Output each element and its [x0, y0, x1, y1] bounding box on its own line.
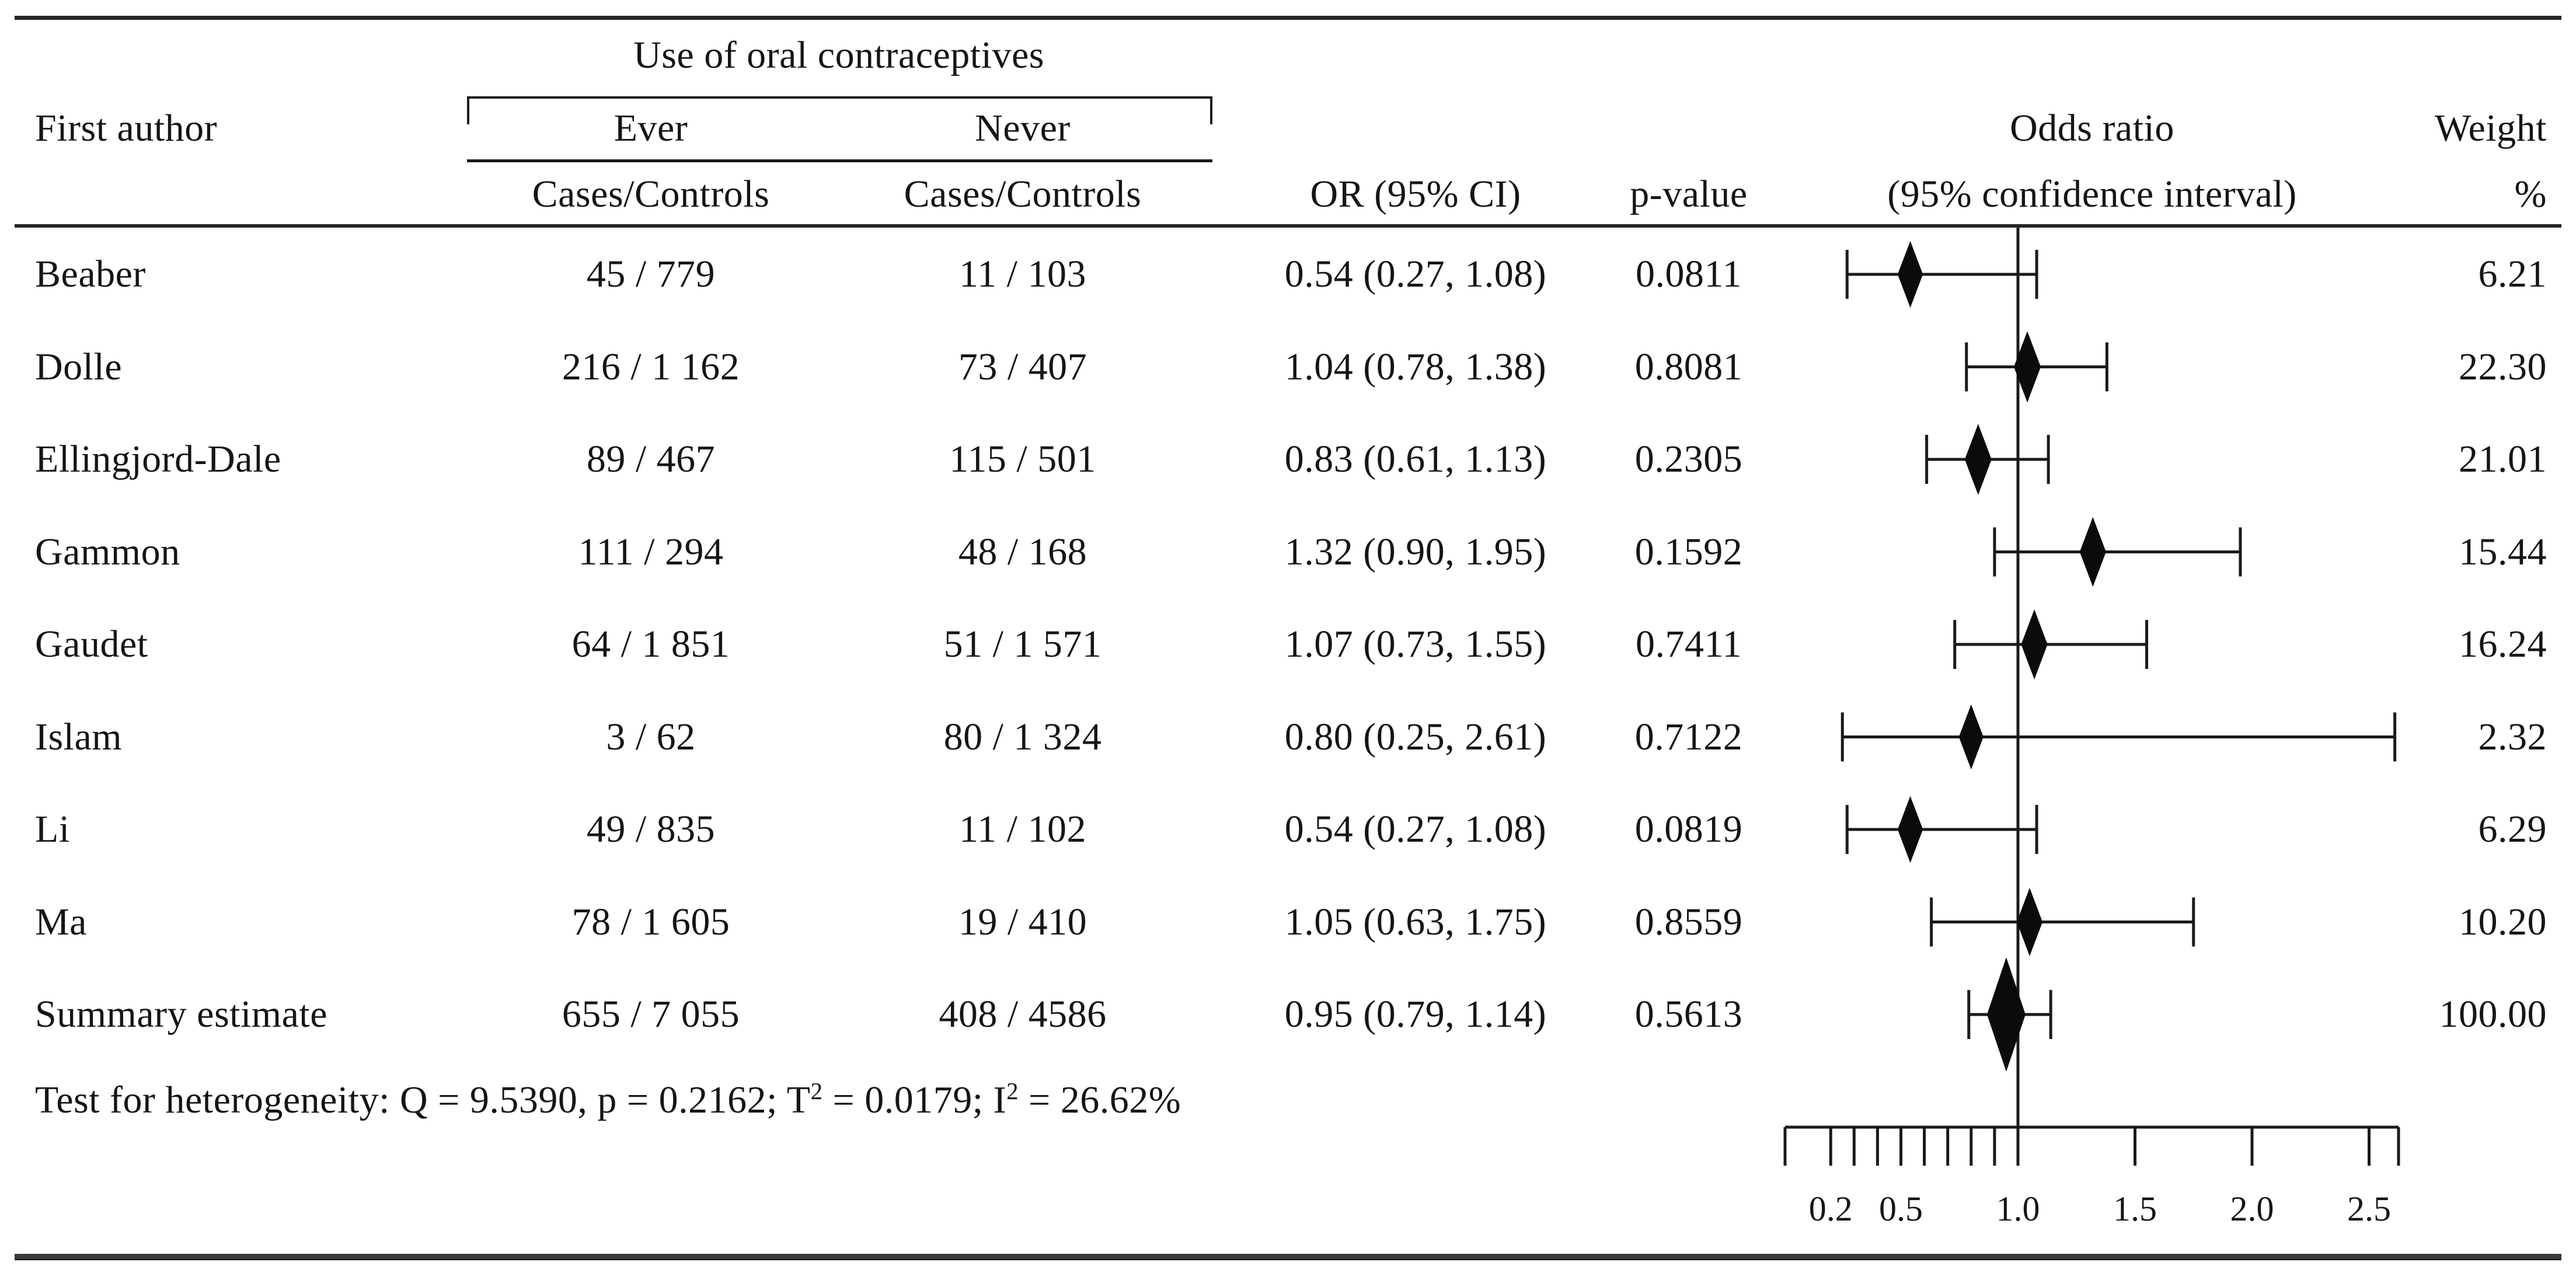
author-cell: Gammon [35, 531, 180, 573]
or-ci-cell: 1.04 (0.78, 1.38) [1284, 346, 1547, 388]
column-header-odds-ratio-sub: (95% confidence interval) [1887, 173, 2297, 215]
or-ci-cell: 1.32 (0.90, 1.95) [1284, 531, 1547, 573]
axis-tick-label: 0.2 [1809, 1190, 1853, 1228]
or-ci-cell: 1.07 (0.73, 1.55) [1284, 623, 1547, 665]
ever-cases-controls-cell: 111 / 294 [578, 531, 724, 573]
ever-cases-controls-cell: 655 / 7 055 [562, 993, 740, 1036]
p-value-cell: 0.0811 [1635, 253, 1742, 295]
never-cases-controls-cell: 11 / 102 [959, 808, 1086, 850]
column-header-never: Never [975, 107, 1071, 149]
column-header-cases-controls-never: Cases/Controls [904, 173, 1142, 215]
column-header-or-ci: OR (95% CI) [1310, 173, 1521, 215]
or-ci-cell: 0.80 (0.25, 2.61) [1284, 716, 1547, 758]
weight-cell: 6.29 [2478, 808, 2547, 850]
author-cell: Ma [35, 901, 87, 943]
axis-tick-label: 2.5 [2347, 1190, 2391, 1228]
weight-cell: 15.44 [2459, 531, 2547, 573]
column-header-weight: Weight [2435, 107, 2547, 149]
or-ci-cell: 0.54 (0.27, 1.08) [1284, 808, 1547, 850]
p-value-cell: 0.5613 [1634, 993, 1743, 1036]
header-separator-rule [15, 224, 2561, 228]
forest-row-marker [1841, 704, 2397, 770]
forest-row-marker [1953, 609, 2149, 679]
heterogeneity-text-3: = 26.62% [1019, 1079, 1181, 1121]
author-cell: Gaudet [35, 623, 148, 665]
forest-row-marker [1930, 887, 2195, 957]
heterogeneity-sup-2: 2 [1006, 1078, 1019, 1104]
author-cell: Islam [35, 716, 123, 758]
summary-diamond-marker [1967, 957, 2052, 1072]
oc-group-bracket-right-tick [1210, 96, 1212, 124]
column-header-ever: Ever [614, 107, 688, 149]
p-value-cell: 0.8559 [1634, 901, 1743, 943]
p-value-cell: 0.1592 [1634, 531, 1743, 573]
group-title: Use of oral contraceptives [633, 34, 1044, 76]
weight-cell: 22.30 [2459, 346, 2547, 388]
forest-row-marker [1993, 517, 2242, 587]
ever-cases-controls-cell: 216 / 1 162 [562, 346, 740, 388]
top-rule [15, 16, 2561, 20]
ever-cases-controls-cell: 89 / 467 [586, 438, 716, 480]
heterogeneity-sup-1: 2 [810, 1078, 823, 1104]
column-header-odds-ratio: Odds ratio [2010, 107, 2174, 149]
weight-cell: 100.00 [2439, 993, 2547, 1036]
ever-cases-controls-cell: 45 / 779 [586, 253, 716, 295]
column-header-first-author: First author [35, 107, 218, 149]
forest-row-marker [1845, 796, 2038, 863]
p-value-cell: 0.2305 [1634, 438, 1743, 480]
or-ci-cell: 1.05 (0.63, 1.75) [1284, 901, 1547, 943]
axis-tick-label: 0.5 [1879, 1190, 1923, 1228]
oc-group-bracket-line [467, 96, 1212, 99]
ever-never-underline [467, 159, 1212, 162]
ever-cases-controls-cell: 49 / 835 [586, 808, 716, 850]
forest-row-marker [1845, 240, 2038, 308]
or-ci-cell: 0.95 (0.79, 1.14) [1284, 993, 1547, 1036]
never-cases-controls-cell: 48 / 168 [958, 531, 1087, 573]
bottom-rule [15, 1254, 2561, 1260]
axis-tick-label: 1.5 [2113, 1190, 2157, 1228]
heterogeneity-note: Test for heterogeneity: Q = 9.5390, p = … [35, 1074, 1181, 1127]
forest-row-marker [1965, 331, 2108, 403]
never-cases-controls-cell: 51 / 1 571 [943, 623, 1102, 665]
never-cases-controls-cell: 80 / 1 324 [943, 716, 1102, 758]
heterogeneity-text-1: Test for heterogeneity: Q = 9.5390, p = … [35, 1079, 811, 1121]
ever-cases-controls-cell: 78 / 1 605 [571, 901, 730, 943]
never-cases-controls-cell: 73 / 407 [958, 346, 1087, 388]
axis-tick-label: 1.0 [1996, 1190, 2040, 1228]
never-cases-controls-cell: 11 / 103 [959, 253, 1086, 295]
oc-group-bracket-left-tick [467, 96, 469, 124]
p-value-cell: 0.7411 [1635, 623, 1742, 665]
never-cases-controls-cell: 408 / 4586 [939, 993, 1107, 1036]
ever-cases-controls-cell: 64 / 1 851 [571, 623, 730, 665]
author-cell: Summary estimate [35, 993, 328, 1036]
weight-cell: 6.21 [2478, 253, 2547, 295]
column-header-cases-controls-ever: Cases/Controls [532, 173, 770, 215]
never-cases-controls-cell: 19 / 410 [958, 901, 1087, 943]
p-value-cell: 0.0819 [1634, 808, 1743, 850]
axis-tick-label: 2.0 [2230, 1190, 2274, 1228]
weight-cell: 2.32 [2478, 716, 2547, 758]
weight-cell: 21.01 [2459, 438, 2547, 480]
ever-cases-controls-cell: 3 / 62 [606, 716, 696, 758]
author-cell: Beaber [35, 253, 146, 295]
heterogeneity-text-2: = 0.0179; I [822, 1079, 1007, 1121]
odds-ratio-axis: 0.2 0.5 1.0 1.5 2.0 2.5 [1783, 1125, 2400, 1228]
never-cases-controls-cell: 115 / 501 [949, 438, 1096, 480]
p-value-cell: 0.7122 [1634, 716, 1743, 758]
weight-cell: 16.24 [2459, 623, 2547, 665]
weight-cell: 10.20 [2459, 901, 2547, 943]
column-header-percent: % [2514, 173, 2547, 215]
or-ci-cell: 0.54 (0.27, 1.08) [1284, 253, 1547, 295]
author-cell: Li [35, 808, 70, 850]
author-cell: Ellingjord-Dale [35, 438, 281, 480]
or-ci-cell: 0.83 (0.61, 1.13) [1284, 438, 1547, 480]
forest-row-marker [1925, 424, 2050, 495]
column-header-p-value: p-value [1630, 173, 1748, 215]
author-cell: Dolle [35, 346, 123, 388]
p-value-cell: 0.8081 [1634, 346, 1743, 388]
